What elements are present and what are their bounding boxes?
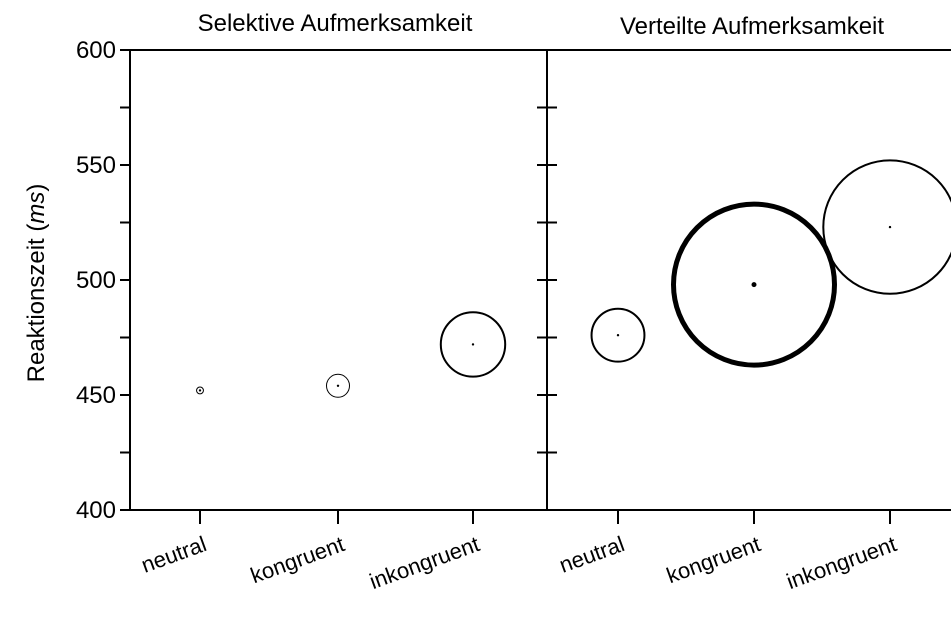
y-tick-label: 450 — [76, 382, 116, 409]
panel-title-selektive: Selektive Aufmerksamkeit — [198, 10, 473, 37]
point-neutral — [616, 334, 620, 337]
bubble-neutral — [196, 386, 204, 395]
point-inkongruent — [888, 225, 892, 229]
panel-selektive: Selektive Aufmerksamkeit neutral kongruen… — [138, 10, 507, 594]
y-tick-label: 500 — [76, 267, 116, 294]
y-tick-label: 550 — [76, 152, 116, 179]
y-tick-label: 400 — [76, 497, 116, 524]
x-tick-label-inkongruent: inkongruent — [783, 531, 900, 594]
x-tick-label-kongruent: kongruent — [247, 531, 348, 588]
axes: 400 450 500 550 600 — [76, 37, 951, 524]
x-tick-label-kongruent: kongruent — [663, 531, 764, 588]
bubble-kongruent — [326, 373, 350, 398]
x-tick-label-neutral: neutral — [556, 531, 628, 578]
bubble-inkongruent — [822, 159, 951, 295]
x-tick-label-neutral: neutral — [138, 531, 210, 578]
x-tick-label-inkongruent: inkongruent — [366, 531, 483, 594]
point-neutral — [198, 389, 202, 392]
y-tick-label: 600 — [76, 37, 116, 64]
y-axis-label: Reaktionszeit (ms) — [23, 184, 50, 383]
bubble-neutral — [590, 307, 646, 363]
point-inkongruent — [471, 343, 475, 346]
bubble-kongruent — [671, 201, 837, 368]
bubble-inkongruent — [439, 311, 507, 378]
panel-verteilte: Verteilte Aufmerksamkeit neutral kongruen… — [556, 13, 951, 594]
panel-title-verteilte: Verteilte Aufmerksamkeit — [620, 13, 884, 40]
point-kongruent — [751, 282, 757, 288]
point-kongruent — [336, 384, 340, 387]
